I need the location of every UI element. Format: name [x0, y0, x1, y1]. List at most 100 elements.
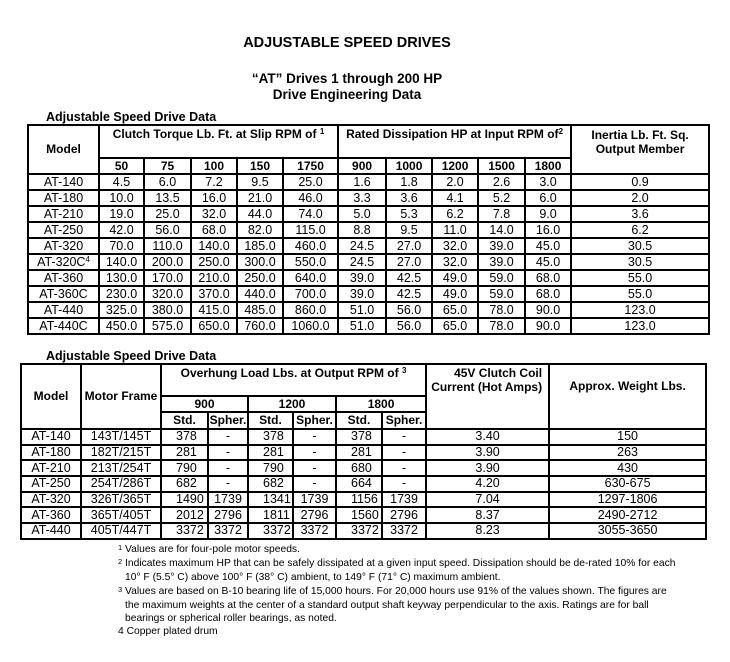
value-cell: 380.0 — [143, 301, 192, 319]
value-cell: 1811 — [247, 506, 294, 525]
value-cell: - — [207, 443, 249, 462]
motor-frame-header: Motor Frame — [80, 363, 162, 430]
value-cell: 860.0 — [281, 301, 340, 319]
value-cell: 3.40 — [425, 428, 551, 446]
value-cell: 90.0 — [524, 317, 573, 335]
table-row: AT-210 213T/254T 790-790-680-3.90 430 — [20, 459, 708, 478]
value-cell: 21.0 — [236, 189, 284, 207]
value-cell: 1156 — [335, 490, 383, 509]
value-cell: 200.0 — [143, 253, 192, 271]
value-cell: 3.90 — [425, 443, 551, 462]
motor-frame-cell: 143T/145T — [80, 428, 162, 446]
value-cell: - — [292, 428, 337, 446]
value-cell: 3372 — [247, 522, 294, 540]
torque-rpm-header: 100 — [190, 157, 238, 175]
model-cell: AT-210 — [27, 205, 100, 223]
model-cell: AT-440 — [27, 301, 100, 319]
model-cell: AT-320C4 — [27, 253, 100, 271]
value-cell: 19.0 — [98, 205, 145, 223]
value-cell: 115.0 — [281, 221, 340, 239]
value-cell: 8.8 — [337, 221, 388, 239]
value-cell: 32.0 — [431, 237, 480, 255]
value-cell: 74.0 — [281, 205, 340, 223]
value-cell: 44.0 — [236, 205, 284, 223]
value-cell: 3372 — [380, 522, 428, 540]
value-cell: 7.04 — [425, 490, 551, 509]
value-cell: 2796 — [207, 506, 249, 525]
torque-rpm-header: 1750 — [281, 157, 340, 175]
value-cell: 6.2 — [570, 221, 711, 239]
value-cell: 3.6 — [385, 189, 434, 207]
model-header: Model — [27, 124, 100, 175]
overhung-header: Overhung Load Lbs. at Output RPM of 3 — [159, 363, 428, 397]
model-name: AT-140 — [43, 174, 84, 189]
value-cell: 42.5 — [385, 285, 434, 303]
table1-caption: Adjustable Speed Drive Data — [46, 110, 217, 124]
std-header: Std. — [160, 411, 209, 430]
value-cell: 123.0 — [570, 317, 711, 335]
motor-frame-cell: 326T/365T — [80, 490, 162, 509]
value-cell: 1.6 — [337, 173, 388, 191]
footnote-2: 2 Indicates maximum HP that can be safely… — [118, 557, 676, 583]
model-name: AT-210 — [43, 206, 84, 221]
value-cell: 281 — [160, 443, 209, 462]
value-cell: 65.0 — [431, 317, 480, 335]
value-cell: 39.0 — [477, 237, 527, 255]
value-cell: 150 — [548, 428, 708, 446]
model-cell: AT-360 — [27, 269, 100, 287]
model-cell: AT-360C — [27, 285, 100, 303]
value-cell: 70.0 — [98, 237, 145, 255]
value-cell: - — [380, 459, 428, 478]
value-cell: 6.0 — [524, 189, 573, 207]
value-cell: 3372 — [335, 522, 383, 540]
table-row: AT-320 326T/365T 1490 1739 1341 1739 1156 1739 7… — [20, 490, 708, 509]
value-cell: 790 — [160, 459, 209, 478]
value-cell: 39.0 — [337, 269, 388, 287]
value-cell: - — [207, 475, 249, 493]
model-name: AT-320C — [37, 254, 86, 269]
value-cell: 664 — [335, 475, 383, 493]
value-cell: - — [292, 459, 337, 478]
value-cell: 2796 — [380, 506, 428, 525]
value-cell: - — [207, 459, 249, 478]
value-cell: 325.0 — [98, 301, 145, 319]
value-cell: 550.0 — [281, 253, 340, 271]
value-cell: 1739 — [380, 490, 428, 509]
table-row: AT-360 365T/405T 2012 2796 1811 2796 1560 2796 8… — [20, 506, 708, 525]
value-cell: 7.2 — [190, 173, 238, 191]
value-cell: 9.5 — [385, 221, 434, 239]
model-cell: AT-440 — [20, 522, 82, 540]
value-cell: 1560 — [335, 506, 383, 525]
value-cell: 3.90 — [425, 459, 551, 478]
value-cell: 25.0 — [143, 205, 192, 223]
torque-rpm-header: 50 — [98, 157, 145, 175]
value-cell: - — [292, 443, 337, 462]
torque-rpm-header: 75 — [143, 157, 192, 175]
footnote-1: 1 Values are for four-pole motor speeds. — [118, 543, 300, 555]
value-cell: 370.0 — [190, 285, 238, 303]
value-cell: 55.0 — [570, 285, 711, 303]
table-row: AT-320C4 140.0 200.0 250.0 300.0 550.0 24.5 27.… — [27, 253, 711, 271]
value-cell: 30.5 — [570, 237, 711, 255]
table-row: AT-140 143T/145T 378-378-378-3.40 150 — [20, 428, 708, 446]
value-cell: 263 — [548, 443, 708, 462]
std-header: Std. — [247, 411, 294, 430]
value-cell: 90.0 — [524, 301, 573, 319]
value-cell: 3055-3650 — [548, 522, 708, 540]
value-cell: 82.0 — [236, 221, 284, 239]
model-name: AT-180 — [43, 190, 84, 205]
value-cell: 32.0 — [431, 253, 480, 271]
value-cell: 42.0 — [98, 221, 145, 239]
footnote-ref: 4 — [85, 254, 90, 264]
value-cell: 1739 — [292, 490, 337, 509]
std-header: Std. — [335, 411, 383, 430]
motor-frame-cell: 405T/447T — [80, 522, 162, 540]
rpm-header: 900 — [160, 395, 249, 413]
value-cell: 9.5 — [236, 173, 284, 191]
table-row: AT-250 254T/286T 682-682-664-4.20 630-675 — [20, 475, 708, 493]
value-cell: 46.0 — [281, 189, 340, 207]
model-name: AT-360C — [39, 286, 88, 301]
model-cell: AT-140 — [20, 428, 82, 446]
dissipation-rpm-header: 900 — [337, 157, 388, 175]
value-cell: 51.0 — [337, 301, 388, 319]
